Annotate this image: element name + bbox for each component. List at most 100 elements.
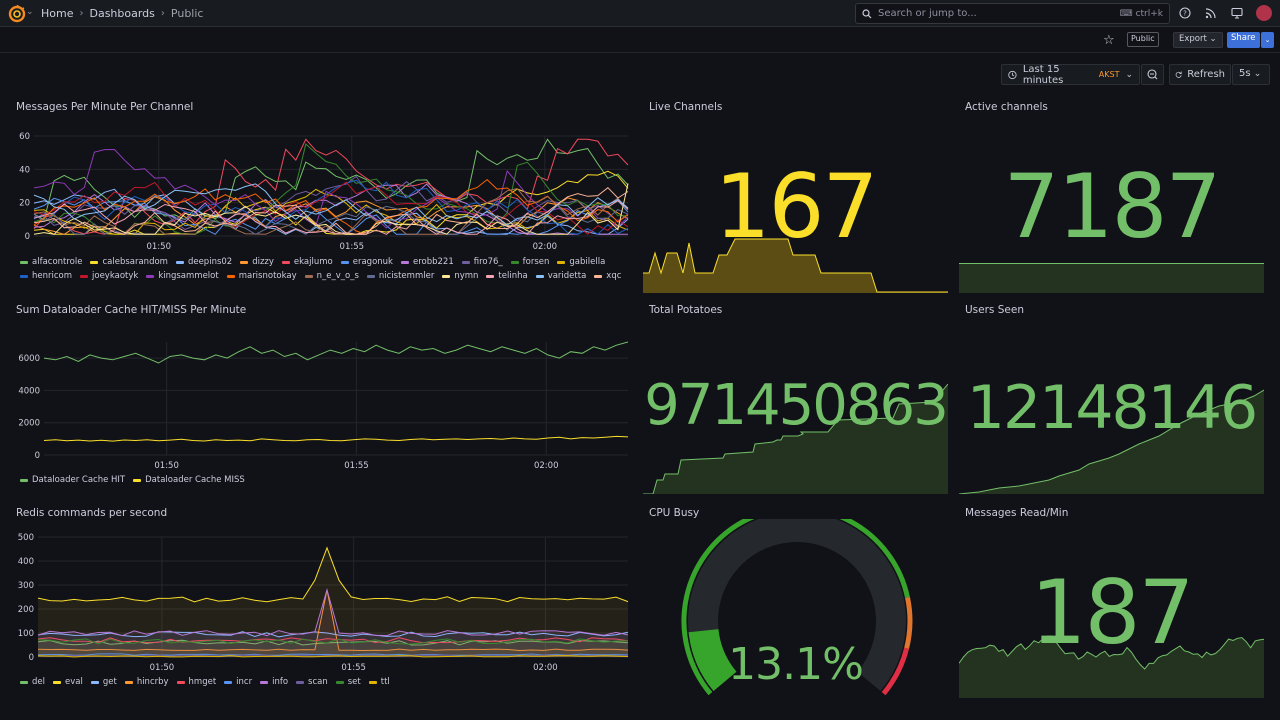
x-tick-label: 01:50 bbox=[150, 663, 175, 673]
legend-swatch bbox=[53, 680, 61, 684]
panel-live-channels[interactable]: Live Channels 167 bbox=[643, 95, 948, 293]
panel-title: Active channels bbox=[965, 101, 1048, 113]
messages-chart[interactable]: 0 20 40 60 01:50 01:55 02:00 bbox=[10, 123, 634, 283]
legend-item[interactable]: eragonuk bbox=[340, 257, 393, 267]
panel-redis-commands[interactable]: Redis commands per second 0 100 200 300 400 5… bbox=[10, 501, 634, 696]
legend-item[interactable]: erobb221 bbox=[400, 257, 454, 267]
y-tick-label: 0 bbox=[29, 653, 34, 663]
panel-users-seen[interactable]: Users Seen 12148146 bbox=[959, 298, 1264, 496]
chevron-down-icon[interactable]: ⌄ bbox=[26, 7, 34, 17]
legend-item[interactable]: calebsarandom bbox=[90, 257, 168, 267]
panel-messages-per-minute[interactable]: Messages Per Minute Per Channel 0 20 40 60 0… bbox=[10, 95, 634, 290]
legend-item[interactable]: eval bbox=[53, 677, 83, 687]
star-icon[interactable]: ☆ bbox=[1103, 33, 1115, 48]
gauge-threshold-red bbox=[881, 647, 910, 696]
legend-swatch bbox=[281, 260, 290, 264]
legend-item[interactable]: hincrby bbox=[124, 677, 169, 687]
legend-item[interactable]: info bbox=[260, 677, 288, 687]
stat-value: 12148146 bbox=[966, 373, 1258, 443]
legend-item[interactable]: joeykaotyk bbox=[80, 271, 138, 281]
refresh-interval-value: 5s bbox=[1239, 68, 1251, 79]
legend-item[interactable]: deepins02 bbox=[175, 257, 233, 267]
panel-title: Messages Per Minute Per Channel bbox=[16, 101, 194, 113]
legend-swatch bbox=[20, 260, 28, 264]
legend-item[interactable]: xqc bbox=[594, 271, 621, 281]
y-tick-label: 300 bbox=[18, 581, 34, 591]
monitor-icon[interactable] bbox=[1231, 7, 1243, 19]
share-options-chevron-icon[interactable]: ⌄ bbox=[1261, 32, 1274, 48]
legend-item[interactable]: nicistemmler bbox=[366, 271, 434, 281]
legend-item[interactable]: marisnotokay bbox=[226, 271, 297, 281]
chevron-down-icon: ⌄ bbox=[1125, 69, 1133, 80]
series-line bbox=[33, 179, 629, 235]
legend-item[interactable]: Dataloader Cache HIT bbox=[20, 475, 125, 485]
help-icon[interactable]: ? bbox=[1179, 7, 1191, 19]
legend-item[interactable]: varidetta bbox=[535, 271, 587, 281]
legend-label: deepins02 bbox=[187, 257, 233, 267]
share-button[interactable]: Share bbox=[1227, 32, 1260, 48]
series-line bbox=[33, 138, 629, 221]
rss-icon[interactable] bbox=[1205, 7, 1217, 19]
legend-swatch bbox=[368, 680, 377, 684]
legend-item[interactable]: firo76_ bbox=[461, 257, 503, 267]
refresh-button[interactable]: Refresh bbox=[1169, 64, 1231, 85]
series-line bbox=[33, 148, 629, 229]
zoom-out-button[interactable] bbox=[1141, 64, 1164, 85]
legend-item[interactable]: alfacontrole bbox=[20, 257, 82, 267]
series-area bbox=[38, 589, 628, 657]
refresh-icon bbox=[1175, 71, 1182, 78]
panel-active-channels[interactable]: Active channels 7187 bbox=[959, 95, 1264, 293]
series-line bbox=[33, 170, 629, 235]
legend-item[interactable]: forsen bbox=[510, 257, 549, 267]
legend-item[interactable]: ttl bbox=[368, 677, 390, 687]
legend-swatch bbox=[124, 680, 133, 684]
series-area bbox=[38, 638, 628, 657]
breadcrumb-dashboards[interactable]: Dashboards bbox=[89, 7, 155, 20]
panel-cache-hit-miss[interactable]: Sum Dataloader Cache HIT/MISS Per Minute… bbox=[10, 298, 634, 493]
stat-value: 971450863 bbox=[644, 373, 949, 438]
legend-label: hmget bbox=[188, 677, 217, 687]
panel-messages-read[interactable]: Messages Read/Min 187 bbox=[959, 501, 1264, 699]
search-input[interactable]: Search or jump to... ⌨ ctrl+k bbox=[855, 3, 1170, 24]
legend-item[interactable]: Dataloader Cache MISS bbox=[133, 475, 245, 485]
y-tick-label: 6000 bbox=[18, 354, 40, 364]
legend-item[interactable]: set bbox=[335, 677, 361, 687]
legend-item[interactable]: scan bbox=[296, 677, 328, 687]
time-range-label: Last 15 minutes bbox=[1022, 63, 1064, 86]
legend-label: firo76_ bbox=[473, 257, 503, 267]
legend-item[interactable]: kingsammelot bbox=[146, 271, 219, 281]
series-line bbox=[37, 546, 629, 603]
refresh-interval-select[interactable]: 5s ⌄ bbox=[1232, 64, 1270, 85]
series-line bbox=[33, 178, 629, 235]
legend-item[interactable]: henricom bbox=[20, 271, 72, 281]
legend-item[interactable]: incr bbox=[224, 677, 252, 687]
legend-label: hincrby bbox=[136, 677, 169, 687]
legend-label: varidetta bbox=[547, 271, 587, 281]
avatar[interactable] bbox=[1256, 5, 1272, 21]
legend-item[interactable]: telinha bbox=[486, 271, 528, 281]
legend-item[interactable]: del bbox=[20, 677, 45, 687]
series-area bbox=[38, 547, 628, 657]
legend-item[interactable]: ekajlumo bbox=[281, 257, 333, 267]
series-line bbox=[33, 183, 629, 226]
messages-read-sparkline bbox=[959, 635, 1264, 698]
export-label: Export bbox=[1179, 34, 1207, 44]
legend-item[interactable]: hmget bbox=[176, 677, 217, 687]
legend-item[interactable]: dizzy bbox=[240, 257, 274, 267]
panel-cpu-busy[interactable]: CPU Busy 13.1% bbox=[643, 501, 948, 699]
legend-swatch bbox=[176, 680, 185, 684]
time-range-picker[interactable]: Last 15 minutes AKST ⌄ bbox=[1001, 63, 1140, 86]
grafana-logo-icon[interactable] bbox=[8, 5, 26, 23]
redis-commands-chart[interactable]: 0 100 200 300 400 500 01:50 01:55 02:00 bbox=[10, 527, 634, 677]
legend-item[interactable]: gabilella bbox=[557, 257, 605, 267]
breadcrumb-home[interactable]: Home bbox=[41, 7, 74, 20]
legend-item[interactable]: nymn bbox=[442, 271, 478, 281]
export-button[interactable]: Export ⌄ bbox=[1173, 32, 1223, 48]
cache-hit-miss-chart[interactable]: 0 2000 4000 6000 01:50 01:55 02:00 bbox=[10, 326, 634, 476]
legend-item[interactable]: n_e_v_o_s bbox=[304, 271, 359, 281]
legend-item[interactable]: get bbox=[90, 677, 117, 687]
panel-total-potatoes[interactable]: Total Potatoes 971450863 bbox=[643, 298, 949, 496]
legend-label: del bbox=[32, 677, 45, 687]
legend-swatch bbox=[366, 274, 375, 278]
legend-swatch bbox=[20, 478, 28, 482]
